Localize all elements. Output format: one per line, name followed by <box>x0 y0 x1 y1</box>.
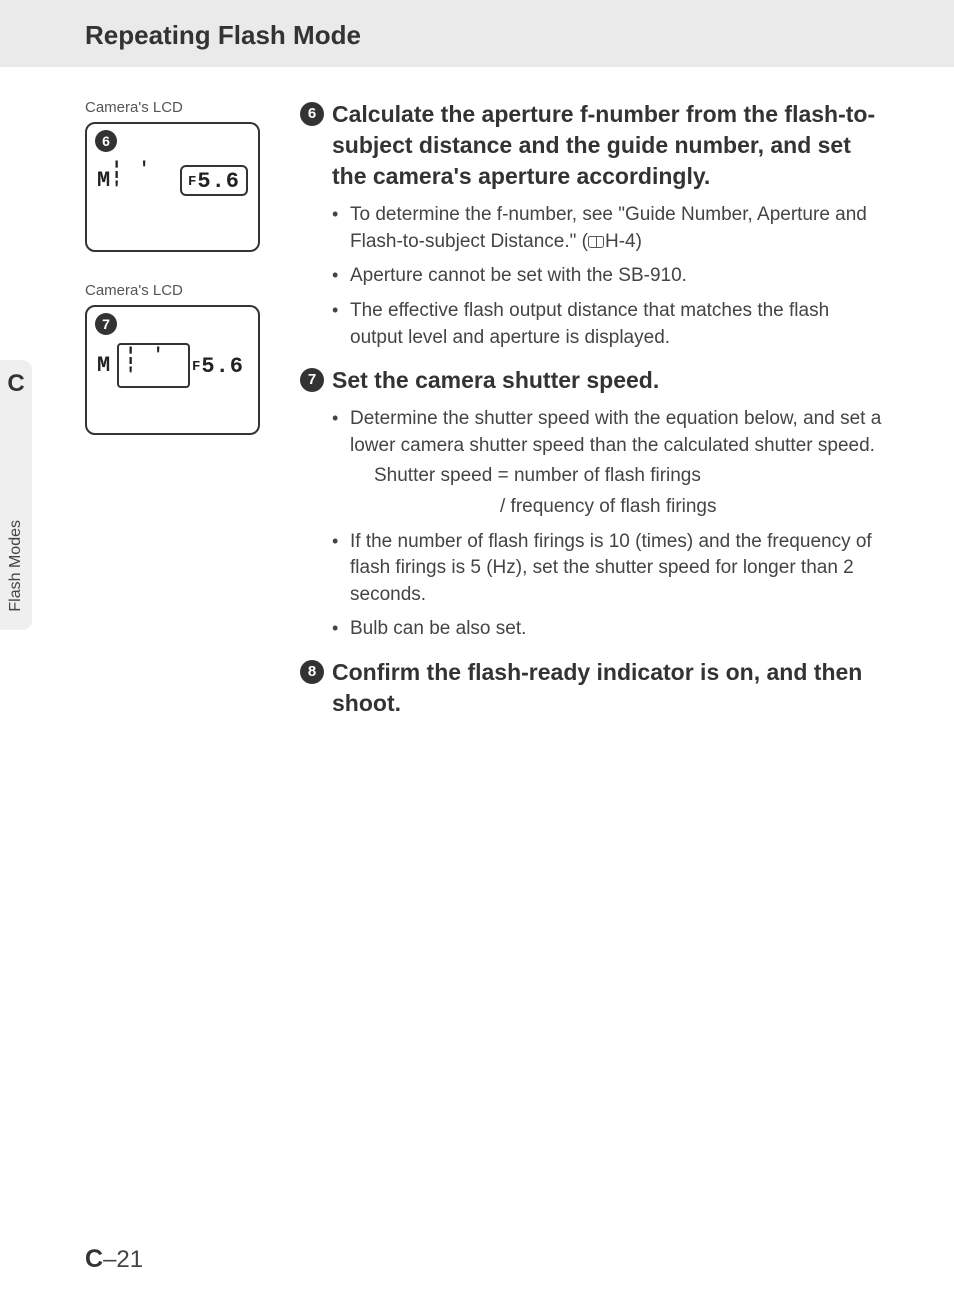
step-7-number: 7 <box>300 368 324 392</box>
book-icon <box>588 236 604 248</box>
step-8: 8 Confirm the flash-ready indicator is o… <box>300 657 884 719</box>
side-tab-label: Flash Modes <box>7 520 25 612</box>
step-6: 6 Calculate the aperture f-number from t… <box>300 99 884 351</box>
equation-line-1: Shutter speed = number of flash firings <box>350 463 884 490</box>
bullet-text: The effective flash output distance that… <box>350 300 829 348</box>
lcd-caption-2: Camera's LCD <box>85 282 290 299</box>
page-number: C–21 <box>85 1245 143 1274</box>
list-item: Bulb can be also set. <box>332 616 884 643</box>
list-item: Determine the shutter speed with the equ… <box>332 406 884 520</box>
page-title: Repeating Flash Mode <box>85 20 954 51</box>
page-num-value: 21 <box>116 1246 143 1273</box>
page-body: Camera's LCD 6 M ¦ ' ' F5.6 Camera's LCD… <box>0 99 954 733</box>
equation-line-2: / frequency of flash firings <box>350 494 884 521</box>
bullet-text-b: ) <box>636 231 642 252</box>
side-tab-letter: C <box>7 370 24 398</box>
page-sep: – <box>103 1246 116 1273</box>
list-item: If the number of flash firings is 10 (ti… <box>332 529 884 609</box>
step-8-heading: 8 Confirm the flash-ready indicator is o… <box>300 657 884 719</box>
step-8-number: 8 <box>300 660 324 684</box>
lcd-row-1: M ¦ ' ' F5.6 <box>95 160 250 200</box>
lcd-shutter-1: ¦ ' ' <box>111 160 180 200</box>
list-item: Aperture cannot be set with the SB-910. <box>332 263 884 290</box>
lcd-marker-1: 6 <box>95 130 117 152</box>
step-7-bullets: Determine the shutter speed with the equ… <box>300 406 884 643</box>
step-6-bullets: To determine the f-number, see "Guide Nu… <box>300 202 884 351</box>
page-prefix: C <box>85 1245 103 1273</box>
side-tab: C Flash Modes <box>0 360 32 630</box>
lcd-mode-1: M <box>97 168 111 193</box>
right-column: 6 Calculate the aperture f-number from t… <box>290 99 954 733</box>
lcd-aperture-2: F5.6 <box>190 352 248 379</box>
header: Repeating Flash Mode <box>0 0 954 67</box>
lcd-f-value-2: 5.6 <box>201 354 244 379</box>
lcd-marker-2: 7 <box>95 313 117 335</box>
step-8-title: Confirm the flash-ready indicator is on,… <box>332 659 862 716</box>
list-item: To determine the f-number, see "Guide Nu… <box>332 202 884 255</box>
lcd-shutter-2-box: ¦ ' ' <box>117 343 190 388</box>
left-column: Camera's LCD 6 M ¦ ' ' F5.6 Camera's LCD… <box>30 99 290 733</box>
lcd-aperture-1-box: F5.6 <box>180 165 248 196</box>
lcd-caption-1: Camera's LCD <box>85 99 290 116</box>
bullet-text: Bulb can be also set. <box>350 618 526 639</box>
bullet-text: Determine the shutter speed with the equ… <box>350 408 881 456</box>
lcd-box-2: 7 M ¦ ' ' F5.6 <box>85 305 260 435</box>
lcd-shutter-2: ¦ ' ' <box>125 346 166 386</box>
lcd-f-prefix-1: F <box>188 174 197 190</box>
lcd-row-2: M ¦ ' ' F5.6 <box>95 343 250 388</box>
lcd-f-value-1: 5.6 <box>197 169 240 194</box>
list-item: The effective flash output distance that… <box>332 298 884 351</box>
step-7-heading: 7 Set the camera shutter speed. <box>300 365 884 396</box>
lcd-mode-2: M <box>97 353 111 378</box>
step-6-title: Calculate the aperture f-number from the… <box>332 101 875 189</box>
bullet-text: If the number of flash firings is 10 (ti… <box>350 531 872 605</box>
lcd-f-prefix-2: F <box>192 359 201 375</box>
step-7: 7 Set the camera shutter speed. Determin… <box>300 365 884 643</box>
bullet-text: Aperture cannot be set with the SB-910. <box>350 265 687 286</box>
step-6-heading: 6 Calculate the aperture f-number from t… <box>300 99 884 192</box>
bullet-ref: H-4 <box>605 231 636 252</box>
step-7-title: Set the camera shutter speed. <box>332 367 659 393</box>
step-6-number: 6 <box>300 102 324 126</box>
lcd-box-1: 6 M ¦ ' ' F5.6 <box>85 122 260 252</box>
